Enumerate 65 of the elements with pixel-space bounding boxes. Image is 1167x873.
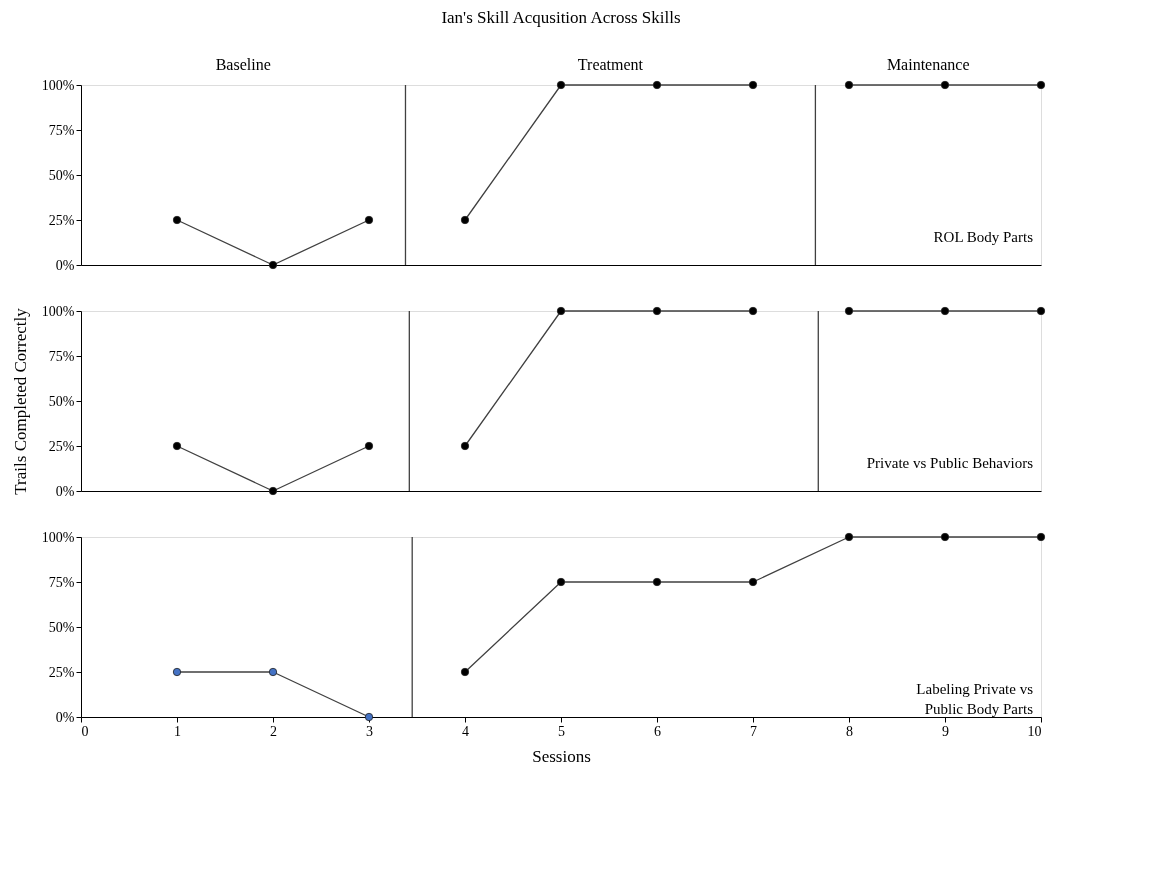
text: Baseline	[215, 56, 271, 73]
point	[652, 306, 662, 316]
point	[460, 215, 470, 225]
point	[652, 80, 662, 90]
point	[1036, 532, 1046, 542]
point	[748, 80, 758, 90]
y-tick-label: 0%	[55, 709, 75, 725]
point	[748, 306, 758, 316]
y-tick-label: 0%	[55, 257, 75, 273]
annotation: Labeling Private vs Public Body Parts	[916, 681, 1034, 717]
text: Treatment	[577, 56, 644, 73]
point	[268, 486, 278, 496]
point	[364, 712, 374, 722]
point	[268, 260, 278, 270]
y-tick-label: 75%	[48, 122, 75, 138]
y-tick-label: 100%	[41, 303, 75, 319]
point	[172, 215, 182, 225]
x-tick-label: 2	[270, 723, 277, 739]
y-tick-label: 100%	[41, 77, 75, 93]
y-tick-label: 25%	[48, 438, 75, 454]
x-tick-label: 8	[846, 723, 853, 739]
y-tick-label: 50%	[48, 393, 75, 409]
point	[460, 667, 470, 677]
x-tick-label: 5	[558, 723, 565, 739]
point	[652, 577, 662, 587]
point	[172, 667, 182, 677]
point	[748, 577, 758, 587]
point	[364, 215, 374, 225]
y-tick-label: 25%	[48, 664, 75, 680]
y-tick-label: 75%	[48, 348, 75, 364]
point	[844, 532, 854, 542]
y-tick-label: 75%	[48, 574, 75, 590]
x-tick-label: 10	[1027, 723, 1042, 739]
point	[1036, 306, 1046, 316]
y-axis-title: Trails Completed Correctly	[10, 307, 30, 495]
annotation: ROL Body Parts	[933, 229, 1034, 245]
x-tick-label: 4	[462, 723, 469, 739]
point	[1036, 80, 1046, 90]
x-tick-label: 6	[654, 723, 661, 739]
point	[556, 80, 566, 90]
point	[940, 80, 950, 90]
point	[940, 306, 950, 316]
annotation: Private vs Public Behaviors	[866, 455, 1034, 471]
chart-title: Ian's Skill Acqusition Across Skills	[441, 8, 681, 27]
point	[364, 441, 374, 451]
x-tick-label: 3	[366, 723, 373, 739]
x-axis-title: Sessions	[532, 746, 591, 766]
x-tick-label: 1	[174, 723, 181, 739]
point	[844, 306, 854, 316]
text: Maintenance	[886, 56, 970, 73]
point	[844, 80, 854, 90]
y-tick-label: 25%	[48, 212, 75, 228]
point	[460, 441, 470, 451]
point	[940, 532, 950, 542]
x-tick-label: 0	[81, 723, 89, 739]
y-tick-label: 100%	[41, 529, 75, 545]
x-tick-label: 7	[750, 723, 757, 739]
x-tick-label: 9	[942, 723, 949, 739]
y-tick-label: 0%	[55, 483, 75, 499]
point	[556, 306, 566, 316]
y-tick-label: 50%	[48, 167, 75, 183]
point	[268, 667, 278, 677]
y-tick-label: 50%	[48, 619, 75, 635]
point	[556, 577, 566, 587]
point	[172, 441, 182, 451]
